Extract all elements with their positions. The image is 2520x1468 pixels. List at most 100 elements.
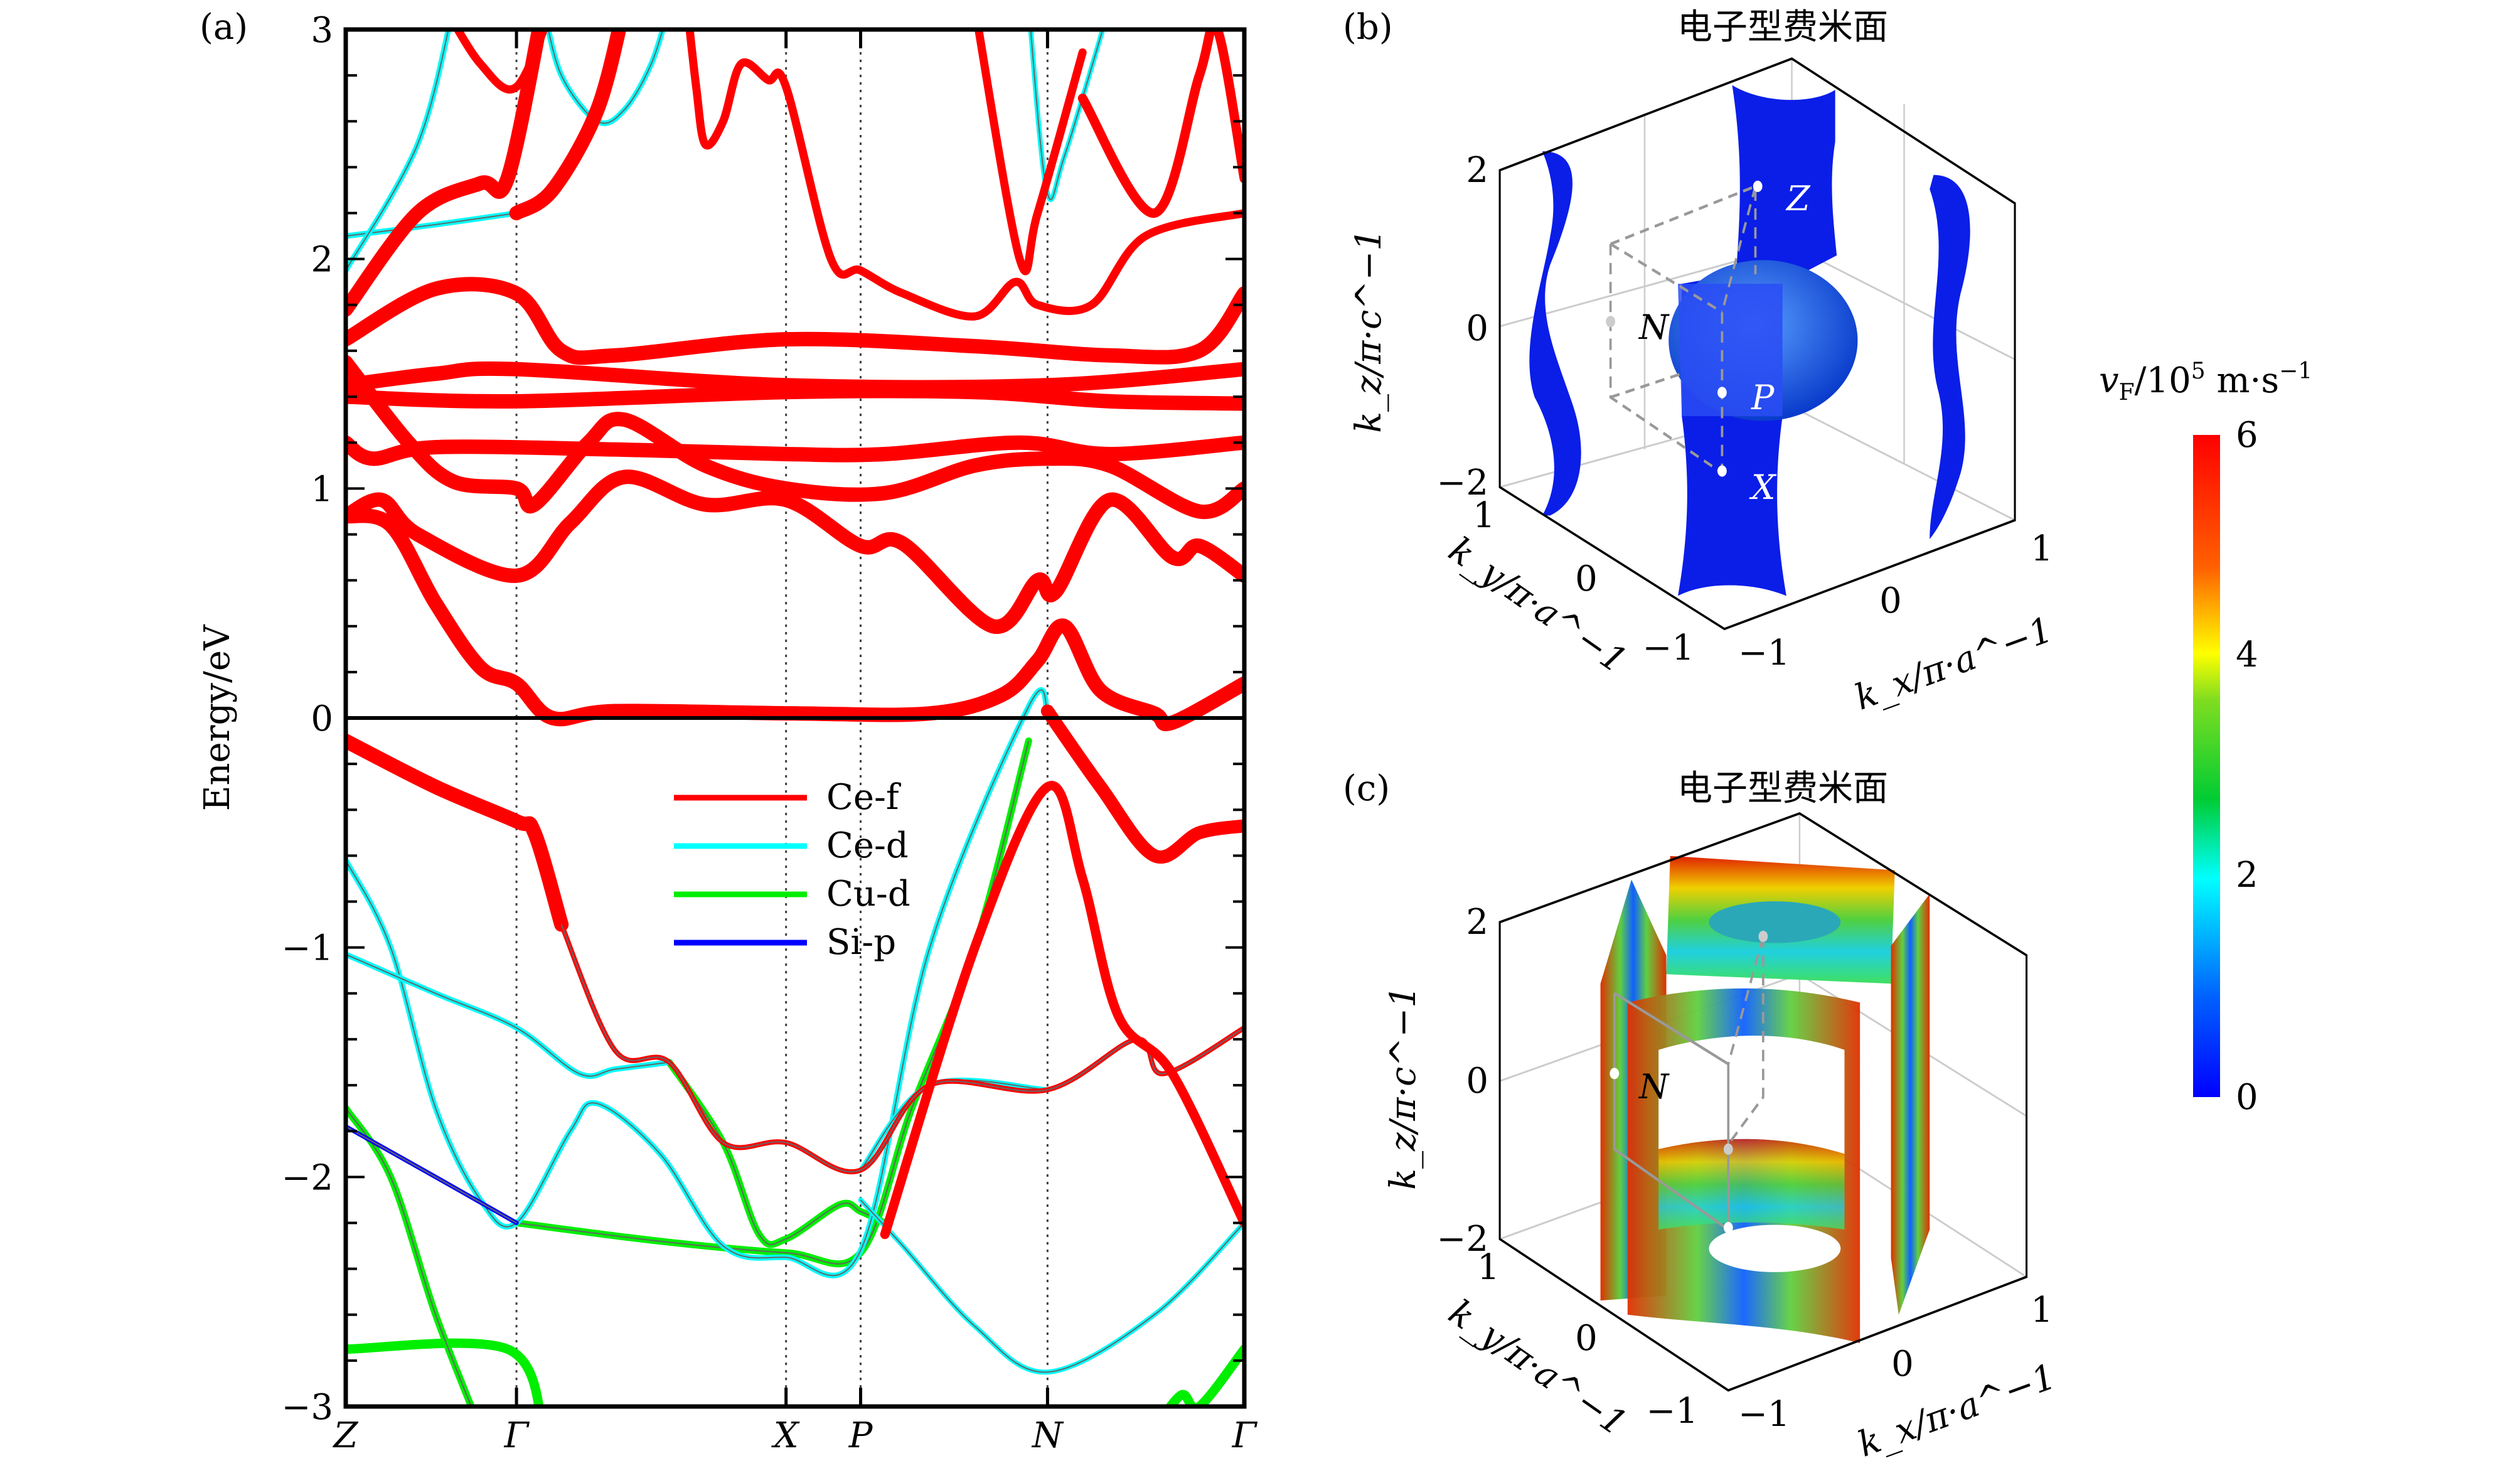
colorbar-label: vF/105 m·s−1 bbox=[2099, 358, 2312, 405]
ky-axis-label-b: k_y/π·a^−1 bbox=[1441, 530, 1635, 682]
band-ce-d bbox=[858, 1077, 1050, 1173]
fermi-surface-3d-c bbox=[1498, 812, 2028, 1392]
y-tick-label: 2 bbox=[311, 240, 333, 281]
colorbar: vF/105 m·s−1 6 4 2 0 bbox=[2099, 358, 2312, 1118]
y-axis-label: Energy/eV bbox=[197, 624, 238, 811]
y-tick-label: −3 bbox=[281, 1387, 333, 1428]
bands bbox=[346, 29, 1244, 1406]
kx-tick: −1 bbox=[1738, 633, 1790, 673]
fermi-sheet-left bbox=[1529, 151, 1581, 516]
x-tick-label: Z bbox=[333, 1415, 359, 1456]
kz-tick: 0 bbox=[1466, 1061, 1488, 1101]
band-core-line bbox=[547, 29, 664, 124]
legend-label: Si-p bbox=[826, 922, 896, 963]
legend-label: Ce-f bbox=[826, 777, 902, 818]
band-core-line bbox=[668, 1061, 885, 1245]
ky-tick: −1 bbox=[1646, 1391, 1698, 1432]
band-ce-f bbox=[346, 361, 1244, 395]
y-tick-label: 0 bbox=[311, 699, 333, 739]
box-frame bbox=[1498, 812, 2028, 1392]
kx-axis-label-c: k_x/π·a^−1 bbox=[1853, 1356, 2061, 1465]
legend-label: Ce-d bbox=[826, 825, 909, 866]
kz-tick: 2 bbox=[1466, 902, 1488, 943]
fermi-sheet-bottom bbox=[1658, 1139, 1845, 1230]
high-symmetry-points bbox=[1606, 180, 1763, 477]
band-ce-f bbox=[346, 355, 1244, 520]
colorbar-tick: 4 bbox=[2236, 635, 2258, 675]
band-ce-f bbox=[346, 508, 1244, 732]
ky-tick: 0 bbox=[1575, 1318, 1598, 1359]
kx-axis-label-b: k_x/π·a^−1 bbox=[1850, 609, 2058, 719]
kx-tick: −1 bbox=[1738, 1394, 1790, 1435]
colorbar-tick: 2 bbox=[2236, 855, 2258, 896]
fermi-hole-top bbox=[1709, 901, 1841, 943]
panel-label-c: (c) bbox=[1343, 768, 1390, 809]
band-cu-d bbox=[346, 1338, 544, 1406]
ky-tick: 1 bbox=[1473, 495, 1495, 536]
band-ce-f bbox=[509, 29, 627, 221]
fermi-sheet-right bbox=[1891, 894, 1930, 1315]
band-ce-f bbox=[346, 277, 1244, 365]
panel-label-a: (a) bbox=[200, 7, 248, 48]
y-axis: −3 −2 −1 0 1 2 3 bbox=[281, 10, 1244, 1428]
legend: Ce-f Ce-d Cu-d Si-p bbox=[674, 777, 910, 963]
band-ce-f bbox=[685, 29, 1244, 321]
point-label-N: N bbox=[1638, 1067, 1670, 1106]
x-tick-label: P bbox=[848, 1415, 873, 1456]
band-ce-f bbox=[1077, 29, 1244, 218]
colorbar-ticks: 6 4 2 0 bbox=[2236, 415, 2258, 1118]
point-label-Z: Z bbox=[1785, 179, 1811, 218]
axis-ticks-c: 2 0 −2 1 0 −1 −1 0 1 bbox=[1436, 902, 2053, 1435]
y-tick-label: −2 bbox=[281, 1157, 333, 1198]
band-ce-f bbox=[346, 469, 1244, 634]
y-tick-label: 3 bbox=[311, 10, 333, 51]
colorbar-gradient bbox=[2193, 435, 2220, 1097]
band-core-line bbox=[346, 953, 670, 1077]
ky-tick: −1 bbox=[1642, 628, 1694, 668]
band-ce-f bbox=[1040, 704, 1244, 864]
y-tick-label: 1 bbox=[311, 469, 333, 510]
kx-tick: 1 bbox=[2031, 1290, 2053, 1331]
x-tick-label: Γ bbox=[504, 1415, 530, 1456]
band-ce-f bbox=[346, 734, 569, 932]
band-cu-d bbox=[1164, 1344, 1244, 1406]
band-ce-f bbox=[346, 435, 1244, 466]
point-label-X: X bbox=[1749, 468, 1777, 507]
kz-tick: 0 bbox=[1466, 308, 1488, 349]
kx-tick: 0 bbox=[1879, 581, 1902, 621]
band-ce-f bbox=[346, 29, 547, 317]
panel-label-b: (b) bbox=[1343, 7, 1393, 48]
band-ce-f bbox=[346, 383, 1244, 411]
y-tick-label: −1 bbox=[281, 928, 333, 969]
fermi-surface-3d-b bbox=[1498, 57, 2016, 631]
x-tick-label: Γ bbox=[1232, 1415, 1258, 1456]
x-tick-label: N bbox=[1031, 1415, 1064, 1456]
legend-label: Cu-d bbox=[826, 874, 910, 914]
kz-tick: −2 bbox=[1436, 463, 1488, 503]
ky-tick: 0 bbox=[1575, 559, 1598, 599]
band-cu-d bbox=[346, 1105, 476, 1406]
band-ce-f bbox=[880, 781, 1244, 1240]
kz-axis-label-b: k_z/π·c^−1 bbox=[1348, 228, 1389, 433]
axis-ticks-b: 2 0 −2 1 0 −1 −1 0 1 bbox=[1436, 150, 2053, 673]
band-core-line bbox=[346, 689, 1049, 1277]
colorbar-tick: 6 bbox=[2236, 415, 2258, 456]
box-frame bbox=[1498, 57, 2016, 631]
kx-tick: 0 bbox=[1891, 1344, 1914, 1385]
fermi-surface-panel-b: (b) 电子型费米面 Z N P X 2 bbox=[1343, 7, 2058, 719]
kz-axis-label-c: k_z/π·c^−1 bbox=[1383, 985, 1424, 1190]
panel-title-c: 电子型费米面 bbox=[1677, 768, 1888, 809]
x-tick-label: X bbox=[771, 1415, 800, 1456]
fermi-window-front bbox=[1658, 1036, 1845, 1154]
band-core-line bbox=[346, 1126, 517, 1224]
band-ce-f bbox=[974, 29, 1087, 276]
band-ce-f bbox=[453, 29, 548, 94]
kz-tick: 2 bbox=[1466, 150, 1488, 191]
fermi-sheet-right bbox=[1930, 174, 1970, 539]
band-structure-panel: (a) −3 −2 −1 0 1 2 3 Z Γ X P N Γ Energy/eV Ce-f Ce-d… bbox=[197, 7, 1258, 1456]
point-label-N: N bbox=[1638, 308, 1670, 347]
kx-tick: 1 bbox=[2031, 528, 2053, 569]
colorbar-tick: 0 bbox=[2236, 1077, 2258, 1118]
